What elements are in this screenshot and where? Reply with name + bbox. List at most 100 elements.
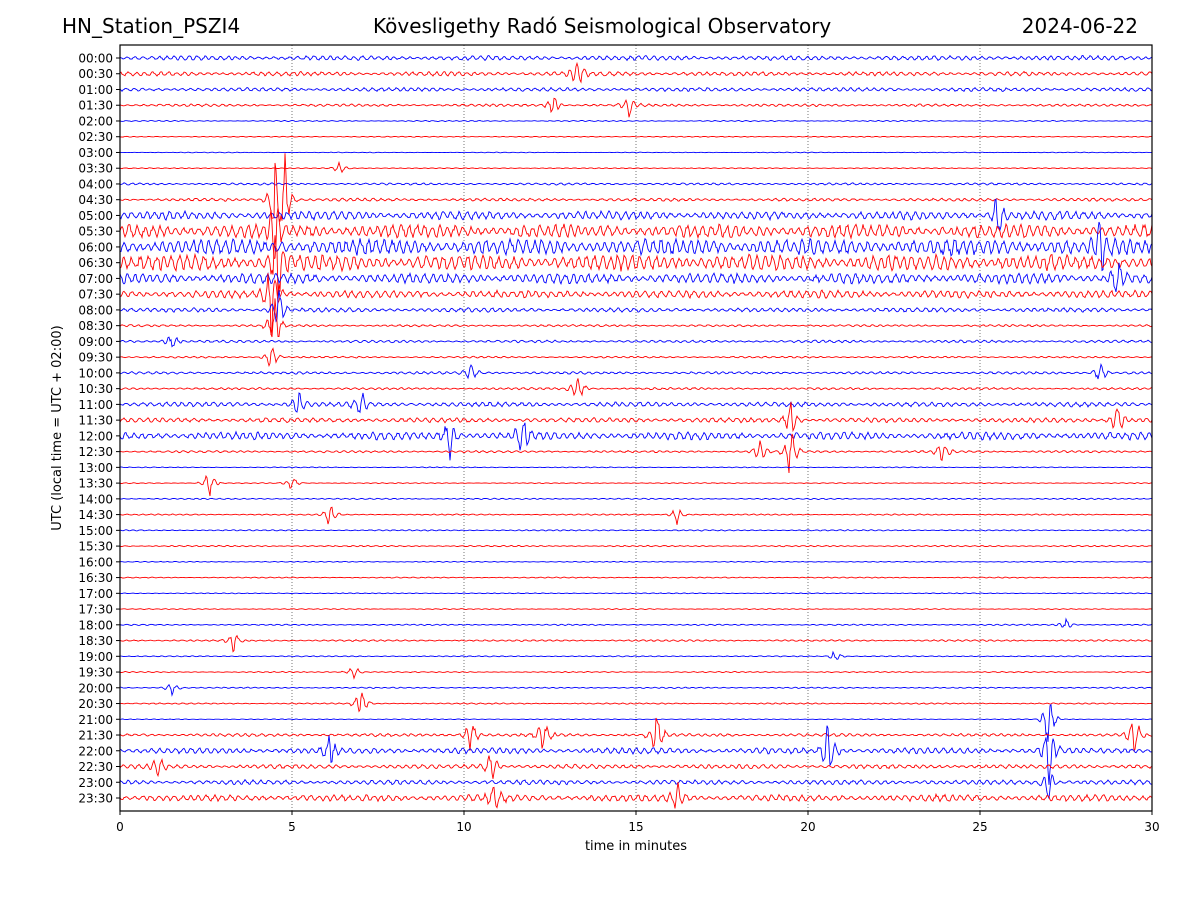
trace-0600 bbox=[119, 221, 1153, 272]
trace-1000 bbox=[119, 363, 1153, 380]
y-tick-label: 01:30 bbox=[78, 99, 113, 113]
trace-0830 bbox=[119, 298, 1153, 338]
trace-0900 bbox=[119, 336, 1153, 348]
y-tick-label: 17:00 bbox=[78, 587, 113, 601]
trace-1230 bbox=[119, 433, 1153, 474]
trace-1300 bbox=[119, 466, 1153, 469]
y-tick-label: 07:00 bbox=[78, 272, 113, 286]
y-tick-label: 05:30 bbox=[78, 225, 113, 239]
trace-2330 bbox=[119, 781, 1153, 809]
trace-0430 bbox=[119, 153, 1153, 222]
trace-2300 bbox=[119, 773, 1153, 799]
y-tick-label: 19:30 bbox=[78, 666, 113, 680]
plot-frame bbox=[119, 44, 1153, 812]
y-tick-label: 21:00 bbox=[78, 713, 113, 727]
trace-2200 bbox=[119, 725, 1153, 785]
y-tick-label: 13:00 bbox=[78, 461, 113, 475]
y-tick-label: 16:00 bbox=[78, 555, 113, 569]
y-tick-label: 21:30 bbox=[78, 729, 113, 743]
trace-0630 bbox=[119, 235, 1153, 296]
y-tick-label: 18:30 bbox=[78, 634, 113, 648]
trace-0000 bbox=[119, 54, 1153, 62]
y-tick-label: 15:30 bbox=[78, 540, 113, 554]
trace-0200 bbox=[119, 120, 1153, 122]
trace-0530 bbox=[119, 207, 1153, 260]
trace-2100 bbox=[119, 703, 1153, 742]
y-tick-label: 12:00 bbox=[78, 429, 113, 443]
x-axis-label: time in minutes bbox=[585, 839, 687, 854]
x-tick-label: 20 bbox=[800, 820, 815, 834]
trace-1130 bbox=[119, 401, 1153, 433]
trace-1630 bbox=[119, 576, 1153, 579]
y-tick-label: 13:30 bbox=[78, 477, 113, 491]
y-tick-label: 22:00 bbox=[78, 744, 113, 758]
grid-lines bbox=[291, 45, 981, 811]
trace-1600 bbox=[119, 560, 1153, 563]
trace-0300 bbox=[119, 151, 1153, 154]
trace-2000 bbox=[120, 683, 1153, 697]
trace-1800 bbox=[119, 617, 1153, 628]
trace-1500 bbox=[119, 529, 1152, 532]
trace-2030 bbox=[120, 692, 1153, 713]
y-tick-label: 15:00 bbox=[78, 524, 113, 538]
trace-0730 bbox=[119, 273, 1153, 336]
x-tick-label: 25 bbox=[972, 820, 987, 834]
y-tick-label: 06:00 bbox=[78, 240, 113, 254]
y-tick-label: 11:00 bbox=[78, 398, 113, 412]
y-tick-label: 06:30 bbox=[78, 256, 113, 270]
traces bbox=[119, 54, 1153, 809]
y-tick-label: 10:00 bbox=[78, 366, 113, 380]
trace-2230 bbox=[119, 755, 1153, 779]
trace-1530 bbox=[119, 544, 1153, 548]
y-tick-label: 04:00 bbox=[78, 177, 113, 191]
x-axis-ticks: 0 5 10 15 20 25 30 bbox=[116, 811, 1160, 834]
y-tick-label: 04:30 bbox=[78, 193, 113, 207]
y-tick-label: 07:30 bbox=[78, 288, 113, 302]
y-tick-label: 14:00 bbox=[78, 492, 113, 506]
x-tick-label: 5 bbox=[288, 820, 296, 834]
trace-1330 bbox=[119, 474, 1153, 497]
trace-1930 bbox=[119, 667, 1152, 680]
trace-0800 bbox=[119, 290, 1153, 323]
y-tick-label: 16:30 bbox=[78, 571, 113, 585]
trace-0130 bbox=[119, 97, 1153, 118]
y-axis-label: UTC (local time = UTC + 02:00) bbox=[50, 325, 65, 530]
y-tick-label: 03:30 bbox=[78, 162, 113, 176]
trace-1400 bbox=[119, 497, 1152, 501]
y-tick-label: 09:30 bbox=[78, 351, 113, 365]
trace-0330 bbox=[119, 160, 1153, 174]
y-tick-label: 14:30 bbox=[78, 508, 113, 522]
x-tick-label: 15 bbox=[628, 820, 643, 834]
y-tick-label: 19:00 bbox=[78, 650, 113, 664]
x-tick-label: 0 bbox=[116, 820, 124, 834]
trace-0100 bbox=[119, 86, 1153, 93]
y-tick-label: 12:30 bbox=[78, 445, 113, 459]
y-tick-label: 20:30 bbox=[78, 697, 113, 711]
trace-1200 bbox=[119, 422, 1153, 461]
y-tick-label: 17:30 bbox=[78, 603, 113, 617]
date-title: 2024-06-22 bbox=[1021, 14, 1138, 38]
trace-1900 bbox=[120, 650, 1153, 660]
y-tick-label: 00:00 bbox=[78, 52, 113, 66]
y-tick-label: 00:30 bbox=[78, 67, 113, 81]
y-tick-label: 02:00 bbox=[78, 114, 113, 128]
x-tick-label: 10 bbox=[456, 820, 471, 834]
y-tick-label: 23:00 bbox=[78, 776, 113, 790]
y-tick-label: 08:00 bbox=[78, 303, 113, 317]
trace-0400 bbox=[119, 182, 1153, 186]
trace-1030 bbox=[119, 378, 1153, 397]
trace-0700 bbox=[119, 262, 1153, 293]
y-tick-label: 23:30 bbox=[78, 792, 113, 806]
y-tick-label: 11:30 bbox=[78, 414, 113, 428]
y-tick-label: 02:30 bbox=[78, 130, 113, 144]
trace-0930 bbox=[119, 347, 1153, 368]
trace-1830 bbox=[119, 634, 1153, 653]
y-tick-label: 01:00 bbox=[78, 83, 113, 97]
x-tick-label: 30 bbox=[1144, 820, 1159, 834]
y-tick-label: 03:00 bbox=[78, 146, 113, 160]
station-title: HN_Station_PSZI4 bbox=[62, 14, 241, 38]
trace-1430 bbox=[119, 506, 1153, 525]
trace-1100 bbox=[119, 392, 1153, 414]
